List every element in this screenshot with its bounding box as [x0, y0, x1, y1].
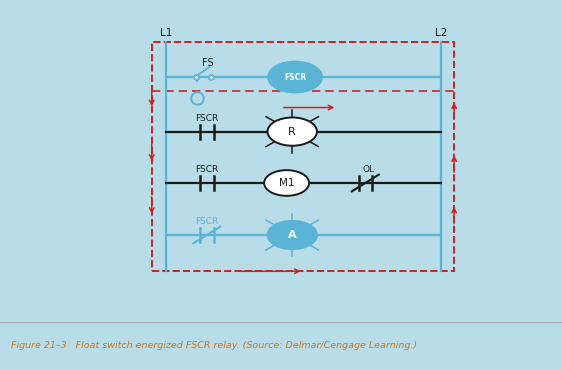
Text: M1: M1 [279, 178, 294, 188]
Text: R: R [288, 127, 296, 137]
Circle shape [268, 221, 317, 249]
Circle shape [268, 117, 317, 146]
Text: FSCR: FSCR [195, 165, 219, 174]
Circle shape [264, 170, 309, 196]
Text: Figure 21–3   Float switch energized FSCR relay. (Source: Delmar/Cengage Learnin: Figure 21–3 Float switch energized FSCR … [11, 341, 418, 350]
Text: OL: OL [362, 165, 374, 174]
Text: FSCR: FSCR [284, 73, 306, 82]
Text: L1: L1 [160, 28, 172, 38]
Text: FSCR: FSCR [195, 217, 219, 226]
Circle shape [268, 62, 322, 93]
Text: A: A [288, 230, 297, 240]
Text: FS: FS [202, 58, 214, 68]
Bar [152, 42, 454, 271]
Text: FSCR: FSCR [195, 114, 219, 123]
Text: L2: L2 [435, 28, 447, 38]
